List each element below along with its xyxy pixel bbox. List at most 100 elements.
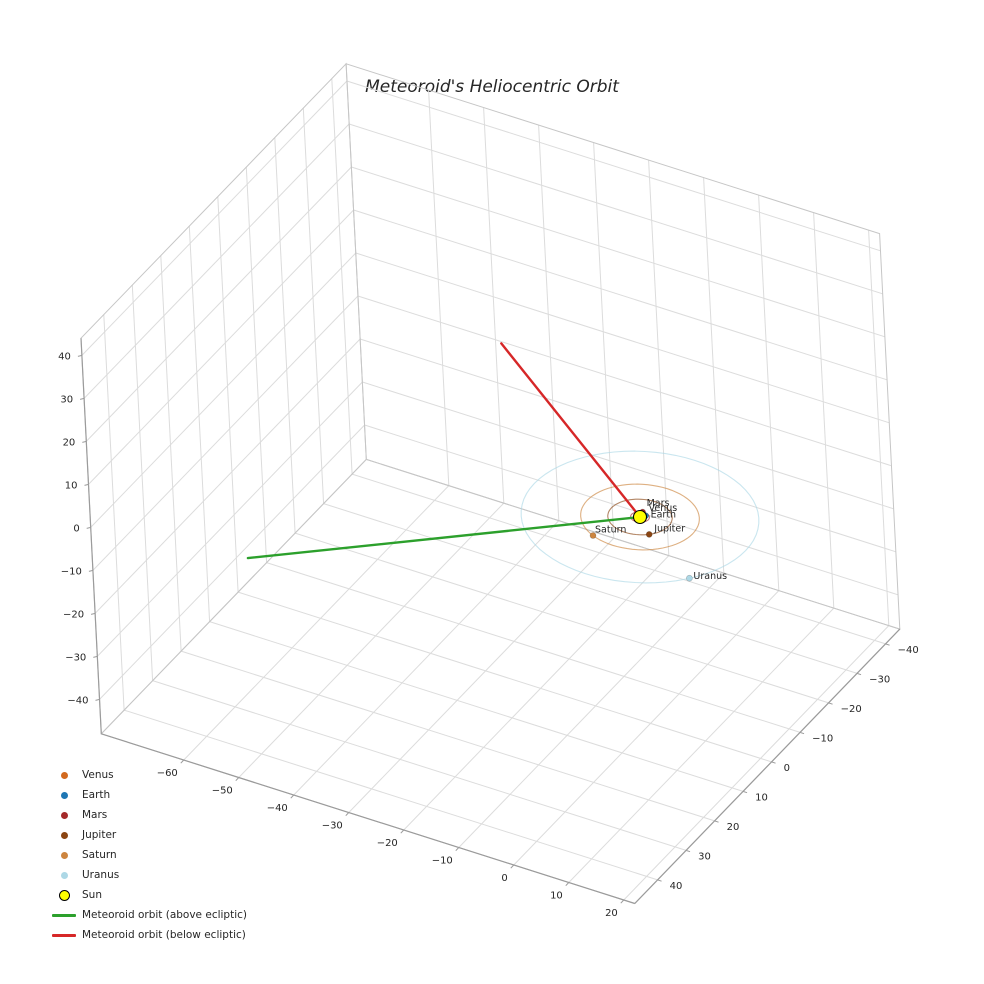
gridline-x-wall [648, 160, 670, 556]
legend-dot-icon [60, 771, 68, 779]
legend-line-swatch [50, 913, 78, 917]
z-axis-spine [80, 338, 102, 734]
x-tick-label: −10 [432, 856, 453, 867]
gridline-x-wall [428, 90, 450, 486]
y-tick-label: 30 [698, 851, 711, 862]
gridline-y-floor [123, 709, 658, 881]
legend-marker-swatch [50, 791, 78, 799]
gridline-z-wall-right [364, 424, 899, 596]
z-tick-label: −30 [65, 652, 86, 663]
y-tick [885, 643, 890, 646]
legend-line-icon [52, 933, 76, 937]
x-tick [235, 777, 240, 782]
y-tick [714, 820, 719, 823]
planet-label-jupiter: Jupiter [653, 523, 685, 534]
y-tick-label: 10 [755, 792, 768, 803]
planet-label-saturn: Saturn [595, 525, 626, 536]
gridline-z-wall-left [90, 252, 357, 528]
legend-item-mars: Mars [50, 805, 247, 825]
y-tick [657, 879, 662, 882]
legend-marker-swatch [50, 871, 78, 879]
legend-item-sun: Sun [50, 885, 247, 905]
x-tick [510, 864, 515, 869]
z-tick-label: 30 [60, 394, 73, 405]
gridline-y-wall [160, 255, 182, 652]
x-tick-label: 10 [550, 891, 563, 902]
legend-label: Meteoroid orbit (below ecliptic) [82, 929, 246, 941]
y-tick [856, 672, 862, 676]
x-tick-label: −20 [377, 838, 398, 849]
meteoroid-line-below [500, 342, 642, 519]
meteoroid-orbit [246, 342, 642, 560]
gridline-z-wall-left [92, 295, 359, 571]
planet-label-uranus: Uranus [693, 571, 727, 582]
planet-label-earth: Earth [651, 510, 676, 521]
gridline-z-wall-left [85, 166, 352, 442]
axes-3d: −60 −50 −40 −30 −20 −10 0 10 20 −40 −30 −20 −10 0 10 20… [58, 62, 919, 919]
gridline-z-wall-left [96, 381, 363, 657]
gridline-x-wall [758, 195, 780, 591]
y-tick [685, 849, 691, 853]
gridline-y-floor [351, 473, 886, 645]
legend-marker-swatch [50, 831, 78, 839]
gridline-x-wall [868, 230, 890, 626]
z-tick [86, 526, 91, 529]
gridline-z-wall-right [362, 381, 897, 553]
gridline-y-wall [274, 137, 296, 534]
x-tick [620, 899, 625, 904]
x-tick [455, 847, 460, 852]
legend-item-meteoroid-orbit-above-ecliptic: Meteoroid orbit (above ecliptic) [50, 905, 247, 925]
gridline-z-wall-left [83, 123, 350, 399]
gridline-x-wall [538, 125, 560, 521]
planet-marker-uranus [686, 574, 693, 582]
legend-item-uranus: Uranus [50, 865, 247, 885]
y-tick-label: 0 [784, 763, 790, 774]
legend-dot-icon [60, 871, 68, 879]
sun-marker [632, 509, 648, 525]
gridline-x-wall [703, 177, 725, 574]
legend-label: Meteoroid orbit (above ecliptic) [82, 909, 247, 921]
z-tick-label: −40 [67, 695, 88, 706]
legend-marker-swatch [50, 771, 78, 779]
y-axis-spine [634, 628, 901, 904]
y-tick [771, 761, 776, 764]
gridline-y-wall [188, 226, 211, 622]
gridline-y-wall [103, 314, 125, 711]
legend-marker-swatch [50, 851, 78, 859]
z-tick-label: 10 [65, 480, 78, 491]
x-tick-label: 0 [501, 873, 507, 884]
legend: Venus Earth Mars Jupiter Saturn Uranus Sun Mete… [50, 765, 247, 945]
x-tick-label: 20 [605, 908, 618, 919]
legend-item-meteoroid-orbit-below-ecliptic: Meteoroid orbit (below ecliptic) [50, 925, 247, 945]
gridline-z-wall-left [99, 424, 365, 700]
gridline-x-wall [813, 212, 835, 609]
gridline-z-wall-left [81, 80, 348, 356]
y-tick [828, 702, 833, 705]
y-tick-label: −20 [841, 704, 862, 715]
planet-marker-jupiter [645, 531, 653, 538]
legend-dot-icon [60, 811, 68, 819]
legend-label: Earth [82, 789, 111, 801]
legend-item-saturn: Saturn [50, 845, 247, 865]
planet-label-venus: Venus [649, 503, 678, 514]
gridline-y-floor [323, 503, 858, 674]
z-tick [79, 397, 85, 400]
x-tick [565, 882, 570, 887]
z-tick-label: 20 [63, 437, 76, 448]
gridline-y-floor [294, 532, 829, 704]
orbit-uranus [520, 450, 760, 584]
legend-line-icon [52, 913, 76, 917]
legend-dot-icon [60, 831, 68, 839]
z-tick [84, 483, 89, 486]
gridline-z-wall-right [348, 123, 883, 295]
x-tick-label: −50 [212, 786, 233, 797]
legend-dot-icon [58, 889, 70, 901]
x-tick-label: −60 [157, 768, 178, 779]
legend-marker-swatch [50, 889, 78, 901]
gridline-x-floor [348, 537, 615, 813]
z-tick-label: −10 [61, 566, 82, 577]
z-tick [90, 612, 96, 615]
